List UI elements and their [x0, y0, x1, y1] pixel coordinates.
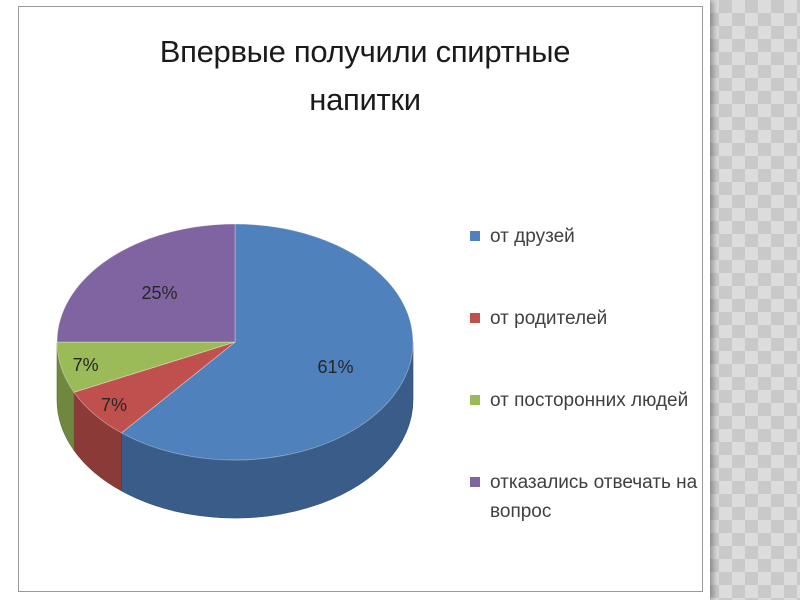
chart-title-line-2: напитки — [309, 82, 421, 117]
background-pattern — [706, 0, 800, 600]
pie-slice-strangers — [56, 341, 236, 393]
chart-title: Впервые получили спиртные напитки — [0, 28, 730, 124]
legend-swatch-parents — [470, 313, 480, 323]
legend-label-refused: отказались отвечать на вопрос — [490, 472, 698, 522]
legend-item-friends: от друзей — [470, 222, 575, 251]
chart-title-line-1: Впервые получили спиртные — [159, 34, 571, 69]
pie-tops — [56, 223, 414, 461]
legend-label-parents: от родителей — [490, 308, 608, 329]
legend-item-strangers: от посторонних людей — [470, 386, 688, 415]
pie-slice-parents — [73, 341, 236, 434]
pie-labels: 61% 7%7% 25% — [73, 283, 354, 415]
legend-swatch-friends — [470, 231, 480, 241]
legend-swatch-refused — [470, 477, 480, 487]
legend-item-refused: отказались отвечать на вопрос — [470, 468, 700, 526]
legend-label-strangers: от посторонних людей — [490, 390, 689, 411]
pie-slice-refused — [56, 223, 236, 343]
pie-chart: 61% 7%7% 25% — [56, 223, 414, 519]
pie-label-friends: 61% — [317, 357, 353, 377]
pie-sides — [56, 341, 414, 519]
slide: Впервые получили спиртные напитки 61% 7% 7… — [18, 6, 703, 592]
legend-swatch-strangers — [470, 395, 480, 405]
pie-label-parents: 7% — [101, 395, 127, 415]
pie-slice-friends — [120, 223, 414, 461]
legend-item-parents: от родителей — [470, 304, 607, 333]
pie-label-strangers: 7% — [73, 355, 99, 375]
pie-label-refused: 25% — [141, 283, 177, 303]
legend-label-friends: от друзей — [490, 226, 575, 247]
